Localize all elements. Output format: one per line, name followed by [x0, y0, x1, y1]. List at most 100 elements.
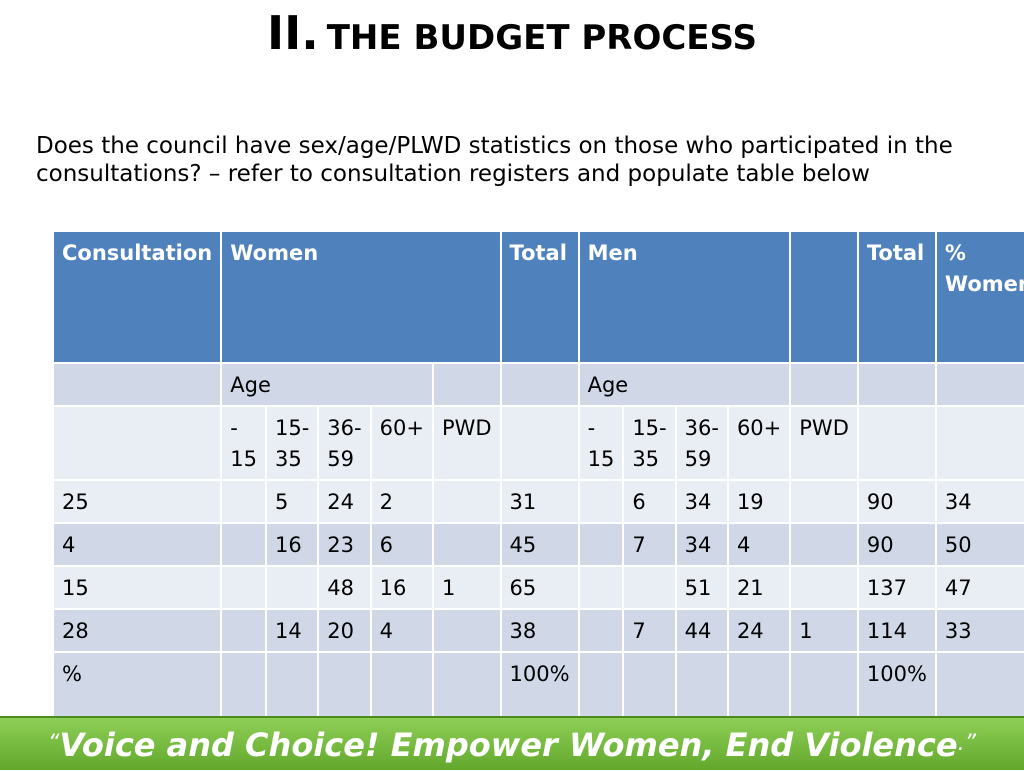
table-cell: 23	[319, 524, 370, 565]
table-cell	[222, 610, 265, 651]
table-cell: Age	[222, 364, 432, 405]
table-cell: 45	[501, 524, 578, 565]
table-cell	[433, 610, 500, 651]
slogan-text: Voice and Choice! Empower Women, End Vio…	[59, 726, 958, 764]
table-cell	[579, 610, 623, 651]
table-cell: 1	[791, 610, 857, 651]
table-cell	[791, 567, 857, 608]
table-row: 25 5 24 2 31 6 34 19 90 34	[54, 481, 1024, 522]
table-cell	[433, 653, 500, 725]
table-cell: 33	[936, 610, 1024, 651]
header-cell: Total	[501, 232, 578, 362]
table-cell: PWD	[433, 407, 500, 479]
table-cell: Age	[579, 364, 790, 405]
table-cell: 100%	[501, 653, 578, 725]
slide-title: II. THE BUDGET PROCESS	[0, 6, 1024, 60]
slogan-banner: “Voice and Choice! Empower Women, End Vi…	[0, 716, 1024, 770]
age-row: Age Age	[54, 364, 1024, 405]
table-cell: - 15	[222, 407, 265, 479]
table-cell	[791, 481, 857, 522]
table-cell: 4	[54, 524, 221, 565]
table-cell: 65	[501, 567, 578, 608]
table-cell	[624, 653, 675, 725]
table-cell: %	[54, 653, 221, 725]
table-cell: 137	[858, 567, 935, 608]
header-cell	[791, 232, 857, 362]
header-cell: Consultation	[54, 232, 221, 362]
table-cell	[222, 524, 265, 565]
table-cell	[319, 653, 370, 725]
table-cell	[222, 481, 265, 522]
table-cell	[676, 653, 727, 725]
table-cell	[222, 653, 265, 725]
table-cell: 100%	[858, 653, 935, 725]
table-cell: 31	[501, 481, 578, 522]
table-row: 28 14 20 4 38 7 44 24 1 114 33	[54, 610, 1024, 651]
table-cell	[433, 364, 500, 405]
table-cell	[222, 567, 265, 608]
table-cell: 34	[676, 481, 727, 522]
table-cell	[728, 653, 790, 725]
table-cell: 47	[936, 567, 1024, 608]
table-cell: 51	[676, 567, 727, 608]
table-cell: 24	[728, 610, 790, 651]
table-cell: 36-59	[319, 407, 370, 479]
table-cell: 4	[371, 610, 432, 651]
table-cell	[266, 567, 318, 608]
table-cell: 15-35	[266, 407, 318, 479]
table-cell	[371, 653, 432, 725]
table-cell: 38	[501, 610, 578, 651]
table-cell	[579, 653, 623, 725]
table-row: % 100% 100%	[54, 653, 1024, 725]
table-cell	[433, 481, 500, 522]
table-cell	[579, 524, 623, 565]
table-cell: 60+	[371, 407, 432, 479]
table-cell	[791, 653, 857, 725]
table-cell	[936, 364, 1024, 405]
table-cell: PWD	[791, 407, 857, 479]
table-cell: 34	[936, 481, 1024, 522]
table-cell: 90	[858, 524, 935, 565]
table-cell: 7	[624, 610, 675, 651]
table-cell: 34	[676, 524, 727, 565]
table-cell: 7	[624, 524, 675, 565]
table-cell: 44	[676, 610, 727, 651]
table-cell: 16	[266, 524, 318, 565]
close-quote: .”	[957, 731, 976, 756]
table-cell	[501, 364, 578, 405]
table-cell: 2	[371, 481, 432, 522]
table-row: 15 48 16 1 65 51 21 137 47	[54, 567, 1024, 608]
table-cell: 28	[54, 610, 221, 651]
table-cell: 36-59	[676, 407, 727, 479]
table-cell: 16	[371, 567, 432, 608]
table-cell: 15-35	[624, 407, 675, 479]
table-cell: 20	[319, 610, 370, 651]
table-cell: 6	[371, 524, 432, 565]
table-cell: 48	[319, 567, 370, 608]
table-cell: - 15	[579, 407, 623, 479]
header-cell: Total	[858, 232, 935, 362]
table-cell	[579, 567, 623, 608]
table-cell: 4	[728, 524, 790, 565]
table-cell	[936, 653, 1024, 725]
table-row: 4 16 23 6 45 7 34 4 90 50	[54, 524, 1024, 565]
title-number: II.	[267, 6, 319, 60]
header-cell: % Women	[936, 232, 1024, 362]
table-cell	[624, 567, 675, 608]
table-cell: 60+	[728, 407, 790, 479]
title-text: THE BUDGET PROCESS	[326, 18, 757, 58]
table-cell: 19	[728, 481, 790, 522]
table-cell: 114	[858, 610, 935, 651]
table-cell: 90	[858, 481, 935, 522]
table-cell	[54, 407, 221, 479]
table-cell	[858, 407, 935, 479]
table-cell: 24	[319, 481, 370, 522]
consultation-table: Consultation Women Total Men Total % Wom…	[52, 230, 1024, 727]
table-cell: 14	[266, 610, 318, 651]
table-cell: 21	[728, 567, 790, 608]
table-cell	[266, 653, 318, 725]
table-cell: 5	[266, 481, 318, 522]
table-cell	[858, 364, 935, 405]
table-cell: 15	[54, 567, 221, 608]
header-row: Consultation Women Total Men Total % Wom…	[54, 232, 1024, 362]
